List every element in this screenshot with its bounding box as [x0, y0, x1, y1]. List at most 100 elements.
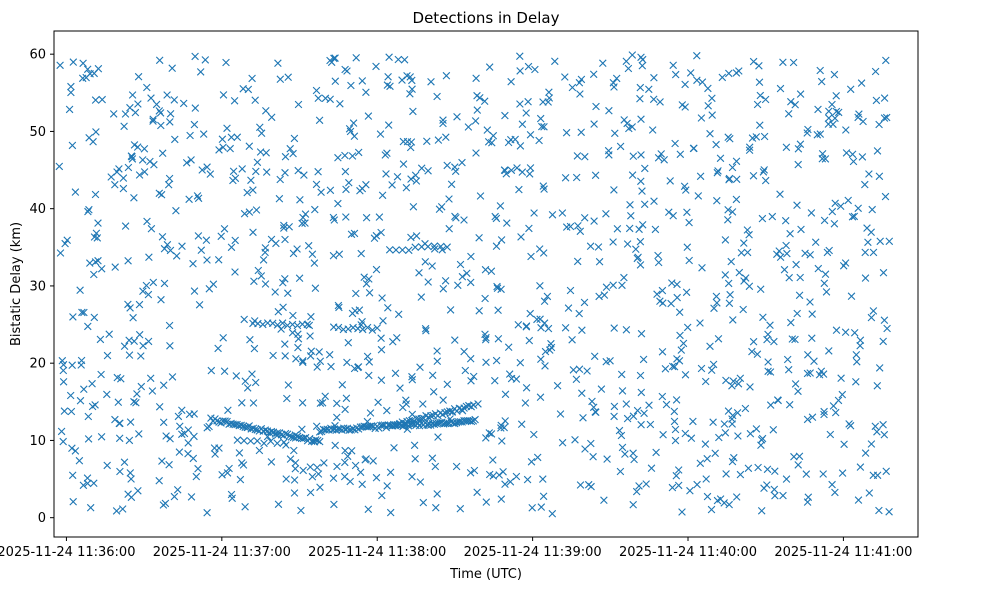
- data-point: [467, 377, 475, 385]
- data-point: [625, 124, 633, 133]
- data-point: [589, 452, 597, 461]
- data-point: [516, 358, 525, 367]
- data-point: [240, 315, 248, 324]
- data-point: [91, 190, 100, 199]
- data-point: [336, 100, 344, 108]
- data-point: [446, 407, 454, 415]
- data-point: [171, 135, 179, 144]
- data-point: [303, 320, 312, 329]
- data-point: [482, 434, 490, 442]
- data-point: [120, 458, 129, 466]
- data-point: [616, 467, 625, 476]
- data-point: [306, 488, 315, 497]
- data-point: [377, 345, 386, 354]
- data-point: [672, 471, 681, 480]
- data-point: [735, 67, 743, 75]
- data-point: [453, 113, 461, 121]
- data-point: [406, 90, 414, 98]
- data-point: [114, 398, 123, 406]
- data-point: [637, 329, 646, 338]
- data-point: [240, 436, 248, 445]
- data-point: [716, 154, 725, 163]
- data-point: [347, 447, 356, 455]
- data-point: [645, 85, 653, 94]
- data-point: [222, 58, 230, 67]
- data-point: [442, 71, 451, 80]
- data-point: [229, 176, 237, 185]
- data-point: [124, 300, 132, 309]
- data-point: [818, 154, 827, 163]
- data-point: [103, 461, 111, 470]
- data-point: [629, 152, 638, 160]
- data-point: [383, 149, 391, 157]
- data-point: [253, 158, 262, 167]
- data-point: [321, 94, 330, 103]
- data-point: [97, 433, 106, 441]
- data-point: [487, 267, 496, 275]
- data-point: [832, 107, 841, 116]
- data-point: [140, 145, 149, 153]
- data-point: [140, 168, 149, 176]
- data-point: [854, 496, 863, 504]
- data-point: [640, 200, 649, 209]
- data-point: [690, 144, 698, 153]
- data-point: [417, 293, 426, 301]
- data-point: [739, 305, 747, 314]
- data-point: [83, 479, 92, 488]
- data-point: [703, 492, 712, 501]
- data-point: [366, 409, 375, 417]
- data-point: [253, 437, 262, 445]
- data-point: [628, 171, 637, 179]
- data-point: [281, 275, 289, 283]
- data-point: [590, 217, 598, 225]
- data-point: [855, 110, 863, 118]
- data-point: [868, 205, 876, 214]
- data-point: [388, 181, 396, 189]
- data-point: [564, 304, 573, 312]
- data-point: [424, 167, 432, 175]
- data-point: [326, 186, 335, 195]
- data-point: [291, 459, 300, 467]
- data-point: [801, 249, 809, 258]
- data-point: [155, 189, 164, 198]
- data-point: [318, 399, 327, 407]
- data-point: [368, 326, 377, 334]
- data-point: [143, 83, 151, 92]
- data-point: [487, 430, 496, 438]
- data-point: [55, 162, 64, 171]
- data-point: [272, 239, 280, 248]
- data-point: [637, 151, 645, 159]
- data-point: [439, 285, 448, 293]
- data-point: [374, 398, 382, 407]
- data-point: [443, 161, 451, 170]
- data-point: [522, 384, 531, 392]
- data-point: [257, 272, 266, 280]
- data-point: [600, 496, 608, 504]
- data-point: [194, 464, 202, 473]
- data-point: [576, 227, 585, 236]
- data-point: [469, 401, 478, 409]
- data-point: [370, 234, 379, 242]
- data-point: [741, 404, 750, 413]
- data-point: [417, 414, 426, 423]
- data-point: [365, 358, 374, 366]
- data-point: [166, 118, 174, 126]
- data-point: [433, 92, 441, 101]
- data-point: [67, 407, 76, 416]
- data-point: [693, 76, 701, 85]
- data-point: [135, 300, 144, 309]
- data-point: [704, 84, 712, 93]
- data-point: [814, 105, 822, 114]
- data-point: [155, 403, 164, 411]
- data-point: [657, 150, 665, 158]
- data-point: [841, 259, 850, 267]
- data-point: [764, 358, 772, 366]
- data-point: [516, 67, 524, 75]
- data-point: [831, 114, 839, 122]
- data-point: [115, 419, 124, 428]
- data-point: [676, 331, 684, 340]
- data-point: [143, 217, 151, 226]
- data-point: [713, 496, 722, 505]
- data-point: [581, 152, 589, 161]
- data-point: [822, 288, 831, 296]
